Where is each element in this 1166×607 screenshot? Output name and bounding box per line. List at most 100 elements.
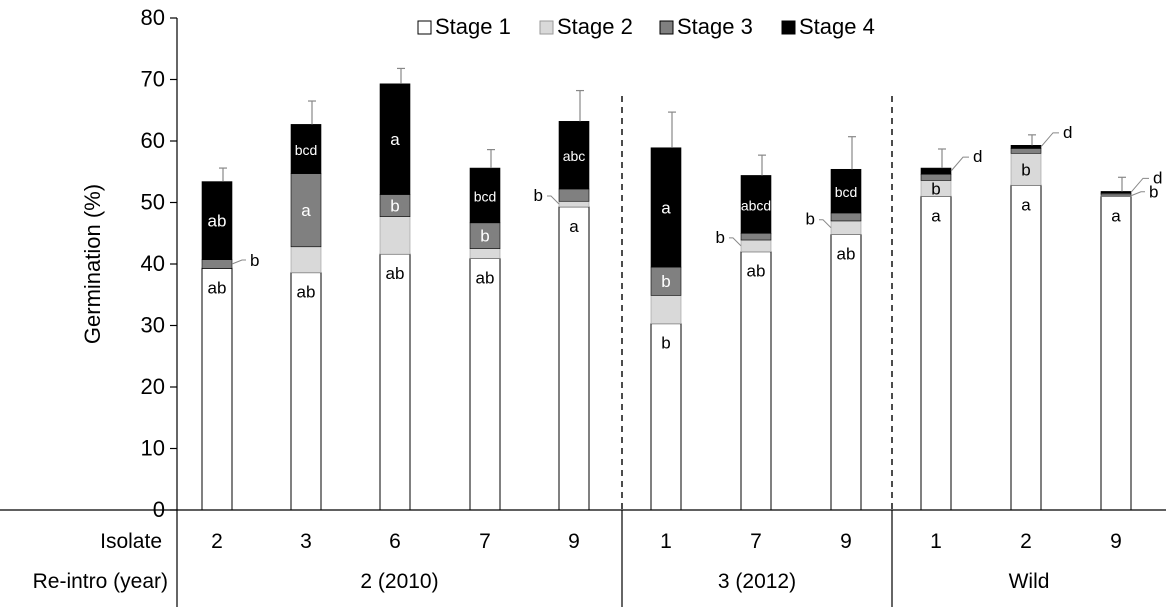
bar-segment-stage-2	[379, 216, 411, 255]
significance-letter: a	[931, 206, 941, 225]
y-tick-label: 60	[141, 128, 165, 153]
significance-letter: abcd	[741, 197, 771, 213]
legend: Stage 1 Stage 2 Stage 3 Stage 4	[417, 14, 875, 39]
bar-segment-stage-1	[1010, 184, 1042, 511]
reintro-row-label: Re-intro (year)	[33, 570, 168, 593]
bar-segment-stage-3	[1010, 148, 1042, 154]
bar-segment-stage-1	[740, 251, 772, 511]
legend-label: Stage 3	[677, 14, 753, 39]
significance-letter: ab	[476, 268, 495, 287]
bar-segment-stage-1	[558, 206, 590, 511]
isolate-row-label: Isolate	[100, 530, 162, 553]
bar-stack: ab d	[920, 147, 982, 511]
bar-segment-stage-2	[830, 220, 862, 235]
significance-letter: b	[390, 197, 399, 216]
significance-letter: a	[390, 130, 400, 149]
bar-stack: ab d	[1010, 123, 1072, 511]
significance-letter: b	[931, 179, 940, 198]
y-tick-label: 40	[141, 251, 165, 276]
bar-stack: b b a	[650, 111, 682, 511]
label-leader	[950, 156, 969, 172]
significance-letter: d	[1153, 168, 1162, 187]
y-tick-label: 80	[141, 5, 165, 30]
bar-segment-stage-1	[920, 195, 952, 511]
bars: abbabababcdabbaabbbcdababcbbaabbabcdabbb…	[201, 67, 1162, 511]
bar-segment-stage-4	[650, 147, 682, 268]
bar-segment-stage-2	[740, 239, 772, 252]
significance-letter: a	[1111, 206, 1121, 225]
bar-segment-stage-4	[920, 167, 952, 175]
significance-letter: a	[1021, 195, 1031, 214]
legend-label: Stage 2	[557, 14, 633, 39]
bar-segment-stage-3	[830, 212, 862, 222]
y-axis-title: Germination (%)	[80, 184, 105, 344]
bar-stack: ab b bcd	[806, 136, 862, 511]
isolate-label: 7	[750, 530, 762, 553]
bar-segment-stage-3	[201, 259, 233, 269]
isolate-label: 1	[930, 530, 942, 553]
bar-stack: ab a bcd	[290, 100, 322, 511]
legend-swatch	[659, 20, 674, 35]
bar-segment-stage-2	[1010, 153, 1042, 186]
significance-letter: ab	[208, 212, 227, 231]
isolate-label: 3	[300, 530, 312, 553]
label-leader	[1130, 191, 1145, 197]
isolate-label: 9	[1110, 530, 1122, 553]
significance-letter: b	[806, 210, 815, 229]
label-leader	[231, 259, 246, 265]
significance-letter: bcd	[295, 142, 318, 158]
bar-segment-stage-4	[830, 168, 862, 214]
significance-letter: ab	[837, 244, 856, 263]
bar-segment-stage-2	[650, 295, 682, 324]
isolate-label: 1	[660, 530, 672, 553]
bar-segment-stage-1	[1100, 195, 1132, 511]
legend-item: Stage 1	[417, 14, 511, 39]
bar-segment-stage-3	[558, 188, 590, 202]
label-leader	[819, 219, 832, 229]
significance-letter: b	[480, 227, 489, 246]
bar-segment-stage-3	[740, 232, 772, 241]
group-label: 2 (2010)	[360, 570, 438, 593]
bar-segment-stage-2	[558, 200, 590, 208]
significance-letter: abc	[563, 148, 586, 164]
isolate-label: 9	[568, 530, 580, 553]
bar-segment-stage-4	[290, 124, 322, 174]
significance-letter: ab	[386, 264, 405, 283]
significance-letter: b	[1021, 160, 1030, 179]
legend-item: Stage 4	[781, 14, 875, 39]
significance-letter: ab	[747, 262, 766, 281]
significance-letter: ab	[208, 278, 227, 297]
isolate-label: 6	[389, 530, 401, 553]
significance-letter: bcd	[835, 184, 858, 200]
bar-segment-stage-2	[290, 246, 322, 273]
bar-stack: ab b ab	[201, 167, 259, 511]
legend-label: Stage 1	[435, 14, 511, 39]
bar-stack: abd	[1100, 168, 1162, 511]
bar-segment-stage-4	[1100, 191, 1132, 194]
label-leader	[729, 237, 742, 247]
bar-segment-stage-1	[830, 233, 862, 511]
bar-segment-stage-3	[469, 222, 501, 249]
legend-swatch	[417, 20, 432, 35]
significance-letter: b	[661, 334, 670, 353]
legend-swatch	[781, 20, 796, 35]
bar-segment-stage-4	[469, 167, 501, 224]
significance-letter: a	[569, 217, 579, 236]
label-leader	[1130, 177, 1149, 193]
group-label: 3 (2012)	[718, 570, 796, 593]
significance-letter: b	[661, 272, 670, 291]
bar-segment-stage-1	[290, 272, 322, 511]
significance-letter: b	[250, 251, 259, 270]
significance-letter: d	[1063, 123, 1072, 142]
bar-stack: ab b bcd	[469, 149, 501, 511]
y-tick-label: 10	[141, 436, 165, 461]
label-leader	[547, 195, 560, 205]
significance-letter: bcd	[474, 188, 497, 204]
significance-letter: d	[973, 147, 982, 166]
y-tick-label: 30	[141, 313, 165, 338]
significance-letter: b	[534, 186, 543, 205]
y-tick-label: 20	[141, 374, 165, 399]
